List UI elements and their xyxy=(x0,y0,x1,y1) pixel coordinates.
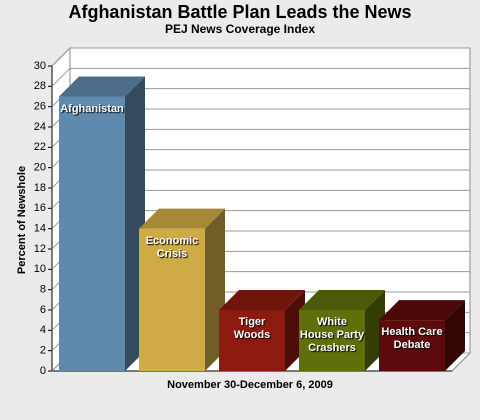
bar xyxy=(299,290,385,371)
bar-face xyxy=(59,76,145,97)
category-label: White House Party Crashers xyxy=(299,316,365,354)
bar-face xyxy=(219,290,305,310)
chart-title: Afghanistan Battle Plan Leads the News xyxy=(68,2,411,22)
bar-face xyxy=(379,320,445,371)
category-label: Economic Crisis xyxy=(145,234,199,260)
grid-line xyxy=(51,67,71,87)
category-label: Tiger Woods xyxy=(233,316,271,341)
y-tick-label: 10 xyxy=(34,263,46,275)
x-axis-title: November 30-December 6, 2009 xyxy=(167,379,333,391)
bar-face xyxy=(299,310,365,371)
y-axis-title: Percent of Newshole xyxy=(16,166,28,274)
chart-subtitle: PEJ News Coverage Index xyxy=(165,22,315,36)
y-tick-label: 18 xyxy=(34,182,46,194)
bar xyxy=(379,300,465,371)
bar-face xyxy=(299,290,385,310)
category-label: Afghanistan xyxy=(60,102,124,115)
y-tick-label: 30 xyxy=(34,60,46,72)
bar-face xyxy=(219,310,285,371)
y-tick-label: 12 xyxy=(34,243,46,255)
bar-face xyxy=(445,300,465,371)
category-label: Health Care Debate xyxy=(381,326,443,352)
y-tick-label: 16 xyxy=(34,202,46,214)
grid-line xyxy=(51,47,71,67)
y-tick-label: 22 xyxy=(34,141,46,153)
y-tick-label: 6 xyxy=(40,304,46,316)
y-tick-label: 4 xyxy=(40,324,46,336)
bar-face xyxy=(139,208,225,229)
bar xyxy=(219,290,305,371)
bar-face xyxy=(139,228,205,371)
y-tick-label: 24 xyxy=(34,121,46,133)
y-tick-label: 14 xyxy=(34,223,46,235)
y-tick-label: 2 xyxy=(40,345,46,357)
bar xyxy=(59,76,145,371)
y-tick-label: 0 xyxy=(40,365,46,377)
bar-face xyxy=(59,96,125,371)
y-tick-label: 26 xyxy=(34,101,46,113)
y-tick-label: 20 xyxy=(34,162,46,174)
bar-face xyxy=(379,300,465,321)
y-tick-label: 28 xyxy=(34,80,46,92)
bar xyxy=(139,208,225,371)
y-tick-label: 8 xyxy=(40,284,46,296)
